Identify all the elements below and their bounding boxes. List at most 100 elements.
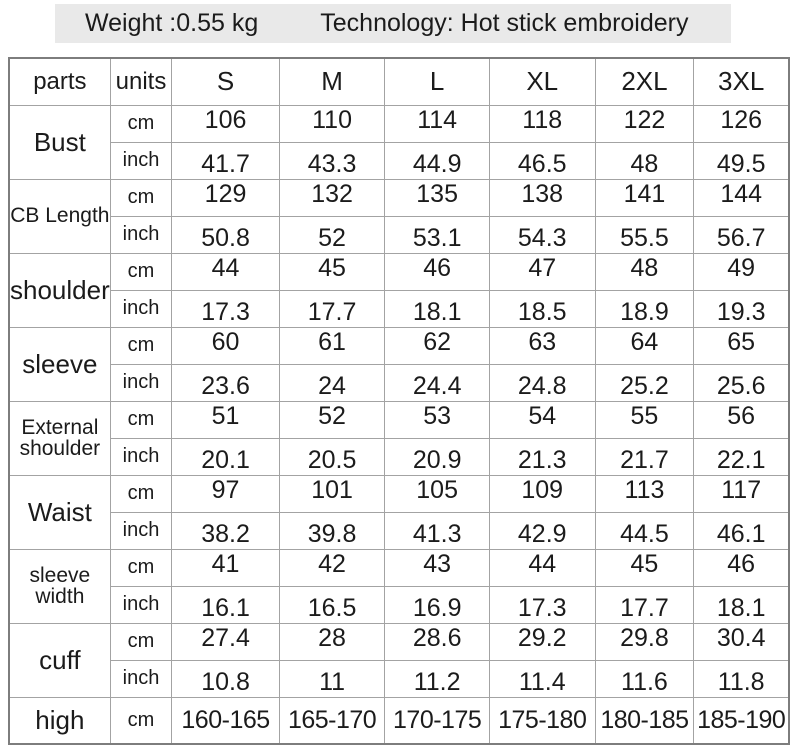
- unit-label: inch: [109, 289, 173, 328]
- size-value: 52: [278, 215, 386, 254]
- size-value: 38.2: [171, 511, 280, 550]
- size-value: 19.3: [693, 289, 790, 328]
- unit-label: cm: [109, 622, 173, 661]
- part-label: Waist: [8, 474, 111, 550]
- table-row: inch 38.2 39.8 41.3 42.9 44.5 46.1: [9, 511, 790, 550]
- size-value: 44.9: [384, 141, 490, 180]
- column-header-size-xl: XL: [488, 57, 596, 106]
- size-value: 46: [384, 252, 490, 291]
- size-value: 129: [171, 178, 280, 217]
- size-value: 18.1: [384, 289, 490, 328]
- size-value: 42.9: [488, 511, 596, 550]
- column-header-parts: parts: [8, 57, 111, 106]
- table-row: sleeve width cm 41 42 43 44 45 46: [8, 548, 790, 624]
- size-value: 144: [693, 178, 790, 217]
- size-value: 48: [594, 141, 695, 180]
- size-value: 56.7: [693, 215, 790, 254]
- size-value: 50.8: [171, 215, 280, 254]
- size-chart-table: parts units S M L XL 2XL 3XL Bust cm 106 11…: [8, 57, 790, 745]
- part-label: Bust: [8, 104, 111, 180]
- size-value: 20.9: [384, 437, 490, 476]
- part-label: sleeve width: [8, 548, 111, 624]
- size-value: 180-185: [594, 696, 695, 745]
- table-row: inch 17.3 17.7 18.1 18.5 18.9 19.3: [9, 289, 790, 328]
- weight-text: Weight :0.55 kg: [85, 9, 259, 37]
- unit-label: inch: [109, 659, 173, 698]
- size-value: 45: [594, 548, 695, 587]
- unit-label: cm: [109, 400, 173, 439]
- size-value: 55.5: [594, 215, 695, 254]
- size-value: 44: [171, 252, 280, 291]
- size-value: 16.1: [171, 585, 280, 624]
- size-value: 54.3: [488, 215, 596, 254]
- size-value: 105: [384, 474, 490, 513]
- part-label: cuff: [8, 622, 111, 698]
- table-body: Bust cm 106 110 114 118 122 126 inch 41.7 43.3 44.9…: [8, 104, 790, 745]
- size-value: 41.7: [171, 141, 280, 180]
- product-info-banner: Weight :0.55 kg Technology: Hot stick em…: [55, 4, 731, 43]
- size-value: 52: [278, 400, 386, 439]
- size-value: 45: [278, 252, 386, 291]
- size-value: 42: [278, 548, 386, 587]
- table-row: high cm 160-165 165-170 170-175 175-180 180-18…: [8, 696, 790, 745]
- size-value: 132: [278, 178, 386, 217]
- part-label: CB Length: [8, 178, 111, 254]
- size-value: 28: [278, 622, 386, 661]
- column-header-size-2xl: 2XL: [594, 57, 695, 106]
- size-value: 53: [384, 400, 490, 439]
- technology-text: Technology: Hot stick embroidery: [320, 9, 689, 37]
- part-label: high: [8, 696, 111, 745]
- size-value: 49.5: [693, 141, 790, 180]
- size-value: 118: [488, 104, 596, 143]
- unit-label: cm: [109, 178, 173, 217]
- size-value: 25.2: [594, 363, 695, 402]
- size-value: 17.7: [594, 585, 695, 624]
- size-value: 16.5: [278, 585, 386, 624]
- table-row: inch 50.8 52 53.1 54.3 55.5 56.7: [9, 215, 790, 254]
- size-value: 54: [488, 400, 596, 439]
- size-value: 24: [278, 363, 386, 402]
- size-value: 10.8: [171, 659, 280, 698]
- unit-label: inch: [109, 437, 173, 476]
- size-value: 185-190: [693, 696, 790, 745]
- size-value: 24.8: [488, 363, 596, 402]
- unit-label: cm: [109, 104, 173, 143]
- unit-label: inch: [109, 363, 173, 402]
- table-row: inch 20.1 20.5 20.9 21.3 21.7 22.1: [9, 437, 790, 476]
- size-value: 65: [693, 326, 790, 365]
- size-value: 160-165: [171, 696, 280, 745]
- size-value: 20.1: [171, 437, 280, 476]
- size-value: 11.4: [488, 659, 596, 698]
- size-value: 18.5: [488, 289, 596, 328]
- size-value: 25.6: [693, 363, 790, 402]
- table-row: shoulder cm 44 45 46 47 48 49: [8, 252, 790, 328]
- size-value: 165-170: [278, 696, 386, 745]
- size-value: 97: [171, 474, 280, 513]
- column-header-size-l: L: [384, 57, 490, 106]
- column-header-units: units: [109, 57, 173, 106]
- size-value: 29.8: [594, 622, 695, 661]
- size-value: 63: [488, 326, 596, 365]
- size-value: 55: [594, 400, 695, 439]
- size-value: 64: [594, 326, 695, 365]
- size-value: 110: [278, 104, 386, 143]
- size-value: 21.3: [488, 437, 596, 476]
- size-value: 170-175: [384, 696, 490, 745]
- table-row: External shoulder cm 51 52 53 54 55 56: [8, 400, 790, 476]
- column-header-size-m: M: [278, 57, 386, 106]
- size-value: 101: [278, 474, 386, 513]
- size-value: 29.2: [488, 622, 596, 661]
- size-value: 106: [171, 104, 280, 143]
- table-row: Waist cm 97 101 105 109 113 117: [8, 474, 790, 550]
- size-value: 113: [594, 474, 695, 513]
- size-value: 11: [278, 659, 386, 698]
- size-value: 17.3: [171, 289, 280, 328]
- table-row: inch 23.6 24 24.4 24.8 25.2 25.6: [9, 363, 790, 402]
- size-value: 27.4: [171, 622, 280, 661]
- size-value: 21.7: [594, 437, 695, 476]
- size-value: 11.2: [384, 659, 490, 698]
- size-value: 22.1: [693, 437, 790, 476]
- size-value: 53.1: [384, 215, 490, 254]
- unit-label: cm: [109, 474, 173, 513]
- table-row: Bust cm 106 110 114 118 122 126: [8, 104, 790, 180]
